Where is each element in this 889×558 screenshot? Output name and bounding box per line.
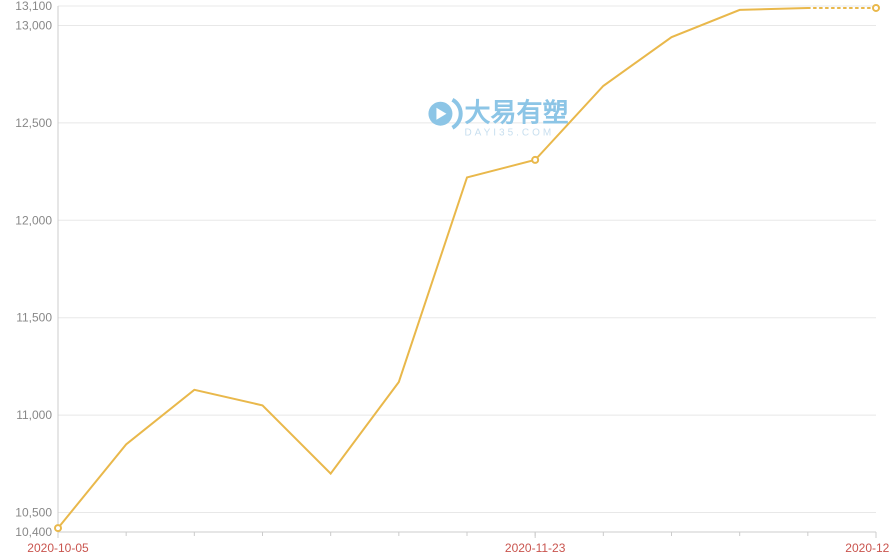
- svg-text:13,000: 13,000: [15, 18, 52, 32]
- svg-text:11,500: 11,500: [16, 311, 52, 325]
- svg-text:12,000: 12,000: [15, 213, 52, 227]
- svg-text:2020-11-23: 2020-11-23: [505, 541, 566, 555]
- svg-text:10,500: 10,500: [15, 506, 52, 520]
- svg-text:2020-10-05: 2020-10-05: [27, 541, 89, 555]
- line-chart: 10,400 10,500 11,000 11,500 12,000 12,500 13,0…: [0, 0, 889, 558]
- svg-text:11,000: 11,000: [16, 408, 52, 422]
- svg-text:2020-12-28: 2020-12-28: [845, 541, 889, 555]
- svg-text:DAYI35.COM: DAYI35.COM: [464, 128, 554, 139]
- svg-text:13,100: 13,100: [15, 0, 52, 13]
- svg-text:12,500: 12,500: [15, 116, 52, 130]
- chart-container: { "chart": { "type": "line", "width": 88…: [0, 0, 889, 558]
- svg-text:10,400: 10,400: [15, 525, 52, 539]
- svg-text:大易有塑: 大易有塑: [464, 98, 568, 128]
